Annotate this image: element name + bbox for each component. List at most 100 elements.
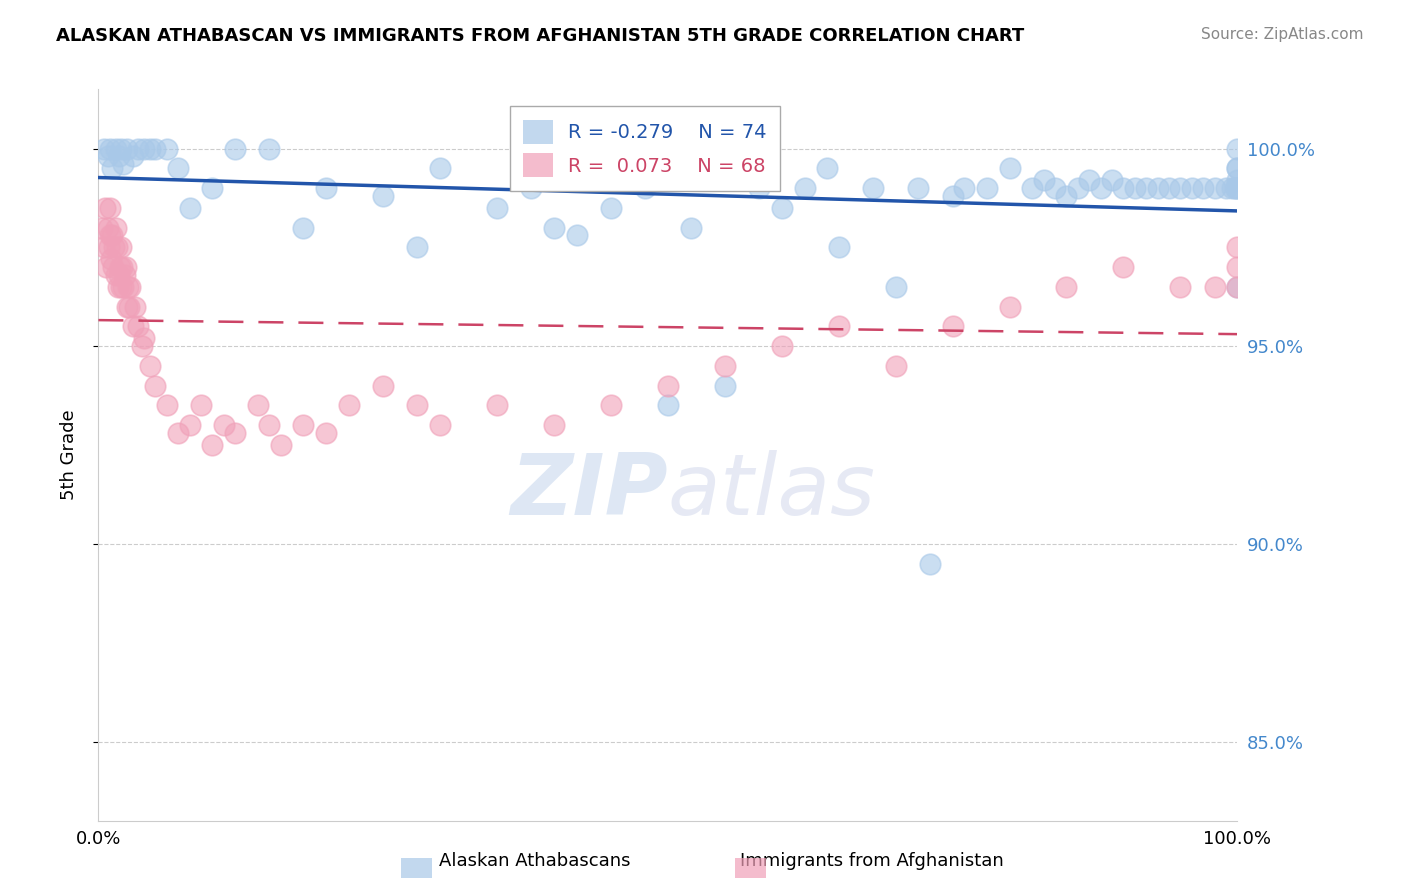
Point	[942, 319, 965, 334]
Point	[315, 426, 337, 441]
Point	[600, 201, 623, 215]
Point	[1112, 181, 1135, 195]
Point	[1204, 280, 1226, 294]
Point	[884, 280, 907, 294]
Point	[793, 181, 815, 195]
Point	[1112, 260, 1135, 274]
Point	[270, 438, 292, 452]
Point	[1056, 280, 1078, 294]
Point	[1215, 181, 1237, 195]
Point	[1226, 173, 1249, 187]
Point	[1181, 181, 1204, 195]
Point	[998, 161, 1021, 176]
Point	[107, 280, 129, 294]
Point	[748, 181, 770, 195]
Point	[110, 141, 132, 155]
Point	[103, 240, 125, 254]
Point	[1226, 181, 1249, 195]
Point	[101, 161, 124, 176]
Point	[259, 141, 281, 155]
Point	[1135, 181, 1157, 195]
Point	[815, 161, 838, 176]
Point	[131, 339, 153, 353]
Point	[112, 157, 135, 171]
Point	[634, 181, 657, 195]
Point	[1226, 240, 1249, 254]
Point	[105, 240, 128, 254]
Point	[1204, 181, 1226, 195]
Point	[1226, 161, 1249, 176]
Point	[1223, 181, 1246, 195]
Point	[121, 149, 143, 163]
Point	[1192, 181, 1215, 195]
Point	[1226, 280, 1249, 294]
Point	[486, 399, 509, 413]
Point	[246, 399, 269, 413]
Text: atlas: atlas	[668, 450, 876, 533]
Point	[224, 426, 246, 441]
Point	[114, 268, 136, 282]
Point	[93, 240, 115, 254]
Point	[121, 319, 143, 334]
Point	[292, 220, 315, 235]
Point	[259, 418, 281, 433]
Point	[862, 181, 884, 195]
Point	[953, 181, 976, 195]
Point	[167, 426, 190, 441]
Point	[96, 260, 118, 274]
Point	[97, 240, 120, 254]
Point	[1032, 173, 1054, 187]
Legend: R = -0.279    N = 74, R =  0.073    N = 68: R = -0.279 N = 74, R = 0.073 N = 68	[510, 106, 780, 191]
Point	[770, 339, 793, 353]
Point	[884, 359, 907, 373]
Point	[1021, 181, 1043, 195]
Point	[145, 378, 167, 392]
Text: Alaskan Athabascans: Alaskan Athabascans	[439, 852, 630, 870]
Point	[167, 161, 190, 176]
Point	[115, 300, 138, 314]
Point	[124, 300, 146, 314]
Point	[337, 399, 360, 413]
Point	[104, 141, 127, 155]
Text: Immigrants from Afghanistan: Immigrants from Afghanistan	[740, 852, 1004, 870]
Point	[110, 240, 132, 254]
Point	[907, 181, 929, 195]
Point	[371, 378, 394, 392]
Point	[90, 220, 112, 235]
Point	[406, 399, 429, 413]
Point	[98, 228, 121, 243]
Point	[104, 268, 127, 282]
Point	[942, 189, 965, 203]
Point	[1043, 181, 1066, 195]
Point	[1226, 161, 1249, 176]
Point	[1078, 173, 1101, 187]
Point	[115, 141, 138, 155]
Point	[1226, 260, 1249, 274]
Point	[657, 399, 679, 413]
Point	[118, 300, 141, 314]
Point	[770, 201, 793, 215]
Point	[112, 280, 135, 294]
Point	[108, 260, 131, 274]
Point	[201, 181, 224, 195]
Point	[828, 240, 851, 254]
Text: ALASKAN ATHABASCAN VS IMMIGRANTS FROM AFGHANISTAN 5TH GRADE CORRELATION CHART: ALASKAN ATHABASCAN VS IMMIGRANTS FROM AF…	[56, 27, 1025, 45]
Point	[156, 399, 179, 413]
Point	[132, 141, 155, 155]
Point	[429, 418, 451, 433]
Point	[114, 260, 136, 274]
Point	[96, 220, 118, 235]
Point	[108, 268, 131, 282]
Point	[315, 181, 337, 195]
Point	[138, 359, 160, 373]
Point	[111, 260, 134, 274]
Point	[406, 240, 429, 254]
Point	[371, 189, 394, 203]
Point	[98, 201, 121, 215]
Point	[201, 438, 224, 452]
Point	[828, 319, 851, 334]
Point	[1090, 181, 1112, 195]
Point	[292, 418, 315, 433]
Point	[224, 141, 246, 155]
Y-axis label: 5th Grade: 5th Grade	[59, 409, 77, 500]
